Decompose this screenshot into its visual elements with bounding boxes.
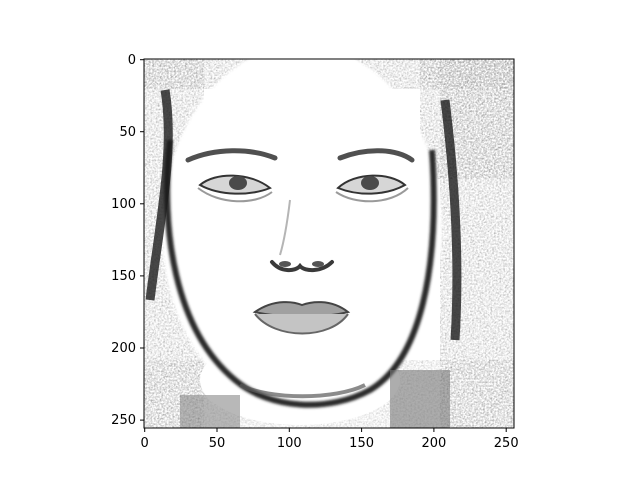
x-tick-label: 200	[421, 436, 446, 451]
x-tick-label: 250	[494, 436, 519, 451]
y-tick-label: 100	[111, 197, 136, 212]
x-tick-label: 150	[349, 436, 374, 451]
y-tick-label: 50	[119, 125, 136, 140]
y-tick-label: 150	[111, 269, 136, 284]
y-axis: 0 50 100 150 200 250	[111, 53, 144, 428]
x-axis: 0 50 100 150 200 250	[141, 428, 519, 451]
y-tick-label: 250	[111, 413, 136, 428]
face-image	[144, 59, 514, 428]
x-tick-label: 50	[209, 436, 226, 451]
axes-frame	[143, 58, 515, 429]
x-tick-label: 100	[277, 436, 302, 451]
y-tick-label: 200	[111, 341, 136, 356]
x-tick-label: 0	[141, 436, 149, 451]
y-tick-label: 0	[128, 53, 136, 68]
